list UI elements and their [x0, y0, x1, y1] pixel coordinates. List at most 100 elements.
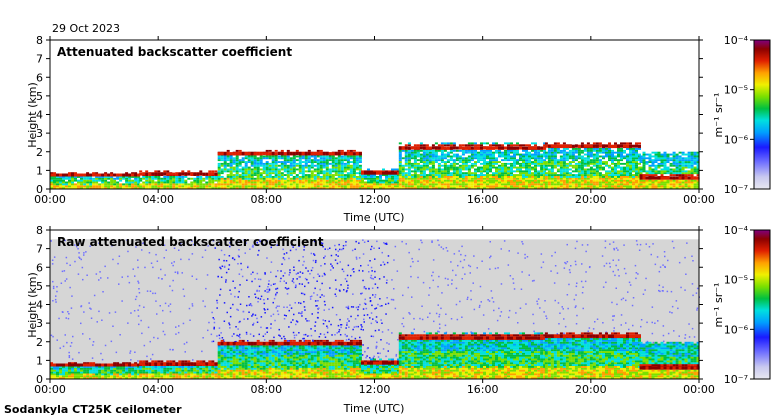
heatmap-cell: [220, 177, 224, 180]
noise-cell: [376, 341, 378, 344]
heatmap-cell: [65, 183, 68, 186]
heatmap-cell: [528, 183, 531, 186]
heatmap-cell: [340, 168, 344, 171]
heatmap-cell: [550, 162, 554, 165]
layer-peak-cell: [139, 172, 143, 176]
noise-cell: [219, 288, 222, 291]
heatmap-cell: [632, 174, 635, 176]
heatmap-cell: [244, 155, 248, 158]
heatmap-cell: [684, 170, 688, 173]
layer-peak-cell: [440, 146, 444, 150]
heatmap-cell: [635, 168, 638, 171]
heatmap-cell: [92, 187, 96, 189]
heatmap-cell: [553, 187, 557, 189]
heatmap-cell: [343, 176, 347, 178]
heatmap-cell: [283, 174, 287, 176]
heatmap-cell: [452, 155, 456, 158]
heatmap-cell: [452, 149, 456, 152]
heatmap-cell: [534, 151, 537, 154]
noise-cell: [128, 281, 131, 284]
heatmap-cell: [690, 172, 694, 175]
heatmap-cell: [651, 151, 655, 154]
heatmap-cell: [498, 176, 501, 178]
heatmap-cell: [325, 187, 329, 189]
heatmap-cell: [104, 185, 108, 188]
heatmap-cell: [687, 172, 691, 175]
heatmap-cell: [68, 179, 71, 182]
heatmap-cell: [608, 177, 611, 180]
heatmap-cell: [620, 142, 623, 145]
heatmap-cell: [271, 168, 275, 171]
noise-cell: [173, 261, 175, 263]
noise-cell: [568, 269, 571, 271]
heatmap-cell: [229, 164, 233, 167]
noise-cell: [380, 264, 382, 266]
heatmap-cell: [534, 168, 537, 171]
heatmap-cell: [525, 183, 528, 186]
heatmap-cell: [404, 155, 408, 158]
heatmap-cell: [322, 161, 326, 163]
noise-cell: [239, 303, 242, 305]
heatmap-cell: [416, 166, 420, 169]
heatmap-cell: [605, 183, 608, 186]
heatmap-cell: [367, 187, 370, 189]
heatmap-cell: [196, 185, 200, 188]
heatmap-cell: [271, 155, 275, 158]
noise-cell: [74, 260, 76, 263]
heatmap-cell: [605, 151, 608, 154]
noise-cell: [645, 277, 647, 280]
noise-cell: [550, 270, 552, 272]
noise-cell: [409, 265, 412, 268]
heatmap-cell: [331, 157, 335, 160]
heatmap-cell: [398, 170, 402, 173]
heatmap-cell: [394, 187, 397, 189]
heatmap-cell: [681, 187, 685, 189]
heatmap-cell: [553, 161, 557, 163]
heatmap-cell: [178, 183, 182, 186]
heatmap-cell: [480, 151, 483, 154]
heatmap-cell: [253, 172, 257, 175]
heatmap-cell: [277, 157, 281, 160]
heatmap-cell: [229, 177, 233, 180]
heatmap-cell: [358, 168, 362, 171]
heatmap-cell: [577, 183, 581, 186]
noise-cell: [378, 247, 380, 249]
heatmap-cell: [271, 159, 275, 162]
noise-cell: [154, 292, 157, 295]
noise-cell: [377, 352, 379, 354]
heatmap-cell: [319, 177, 323, 180]
heatmap-cell: [268, 162, 272, 165]
heatmap-cell: [629, 166, 632, 169]
noise-cell: [314, 321, 317, 323]
heatmap-cell: [271, 181, 275, 184]
heatmap-cell: [467, 157, 471, 160]
heatmap-cell: [328, 159, 332, 162]
heatmap-cell: [295, 185, 299, 188]
heatmap-cell: [519, 170, 522, 173]
heatmap-cell: [232, 185, 236, 188]
heatmap-cell: [559, 164, 563, 167]
heatmap-cell: [319, 164, 323, 167]
heatmap-cell: [553, 162, 557, 165]
heatmap-cell: [510, 179, 513, 182]
heatmap-cell: [223, 185, 227, 188]
heatmap-cell: [431, 159, 435, 162]
heatmap-cell: [235, 157, 239, 160]
heatmap-cell: [537, 181, 541, 184]
heatmap-cell: [319, 176, 323, 178]
heatmap-cell: [547, 153, 551, 156]
heatmap-cell: [483, 149, 486, 152]
noise-cell: [234, 295, 236, 298]
heatmap-cell: [501, 172, 504, 175]
heatmap-cell: [104, 181, 108, 184]
heatmap-cell: [678, 170, 682, 173]
heatmap-cell: [307, 166, 311, 169]
heatmap-cell: [316, 179, 320, 182]
heatmap-cell: [154, 176, 158, 178]
heatmap-cell: [401, 168, 405, 171]
heatmap-cell: [550, 183, 554, 186]
layer-peak-cell: [617, 144, 620, 148]
heatmap-cell: [349, 157, 353, 160]
heatmap-cell: [413, 157, 417, 160]
layer-peak-cell: [458, 146, 462, 150]
